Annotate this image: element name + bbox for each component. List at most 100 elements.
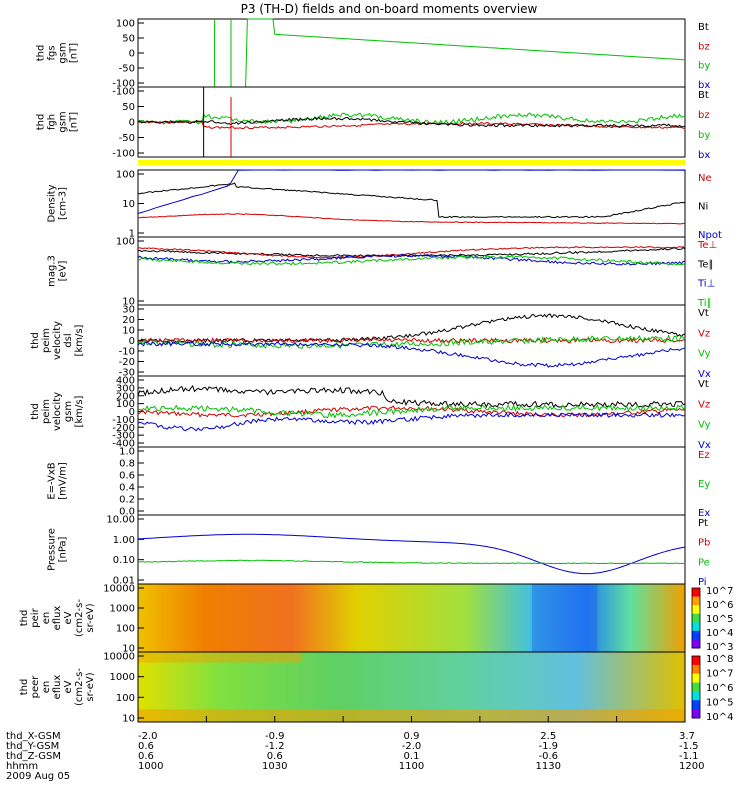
- y-tick-label: 10: [122, 714, 135, 725]
- legend-entry: bz: [698, 110, 710, 121]
- y-tick-label: 10: [122, 297, 135, 308]
- y-tick-label: 1.0: [119, 447, 135, 458]
- trace-vy: [137, 403, 686, 419]
- legend-entry: Bt: [698, 90, 709, 101]
- y-axis-label-line: fgh: [47, 114, 58, 130]
- y-tick-label: 300: [116, 383, 135, 394]
- legend-entry: Ne: [698, 173, 712, 184]
- y-tick-label: 20: [122, 315, 135, 326]
- panel-efield: 1.00.80.60.40.20.0 E=-VxB[mV/m] Ez Ey Ex: [47, 446, 710, 519]
- footer-row-label: thd_Z-GSM: [6, 751, 61, 762]
- legend-entry: bz: [698, 41, 710, 52]
- y-tick-label: 100: [116, 693, 135, 704]
- y-axis-label-line: [eV]: [58, 261, 69, 282]
- y-axis-label: mag.3[eV]: [47, 255, 69, 287]
- colorbar-segment: [692, 664, 700, 675]
- y-tick-label: 1.00: [113, 535, 135, 546]
- legend-entry: Ni: [698, 202, 708, 213]
- trace-vt: [137, 313, 686, 344]
- footer-value: 0.1: [404, 751, 420, 762]
- panel-ion_spec: 10^7 10^6 10^5 10^4 10^3 10000 1000 100 10 thdpei…: [19, 583, 733, 655]
- y-axis-label-line: sr-eV): [85, 603, 96, 632]
- y-axis-label-line: en: [41, 681, 52, 694]
- colorbar-segment: [692, 682, 700, 692]
- y-axis-label-line: (cm2-s-: [74, 599, 85, 637]
- y-tick-label: -100: [112, 87, 135, 98]
- colorbar-segment: [692, 673, 700, 684]
- y-tick-label: 100: [116, 399, 135, 410]
- legend-entry: Te∥: [697, 259, 714, 270]
- trace-vz: [137, 405, 686, 418]
- footer-value: -2.0: [138, 731, 158, 742]
- footer-date: 2009 Aug 05: [6, 771, 70, 782]
- y-tick-label: -100: [112, 415, 135, 426]
- colorbar-label: 10^7: [706, 586, 733, 597]
- footer-value: 1000: [138, 761, 163, 772]
- colorbar-segment: [692, 588, 700, 598]
- footer-value: -1.5: [679, 741, 699, 752]
- legend-entry: Ex: [698, 508, 710, 519]
- y-axis-label-line: gsm: [63, 401, 74, 422]
- trace-vt: [137, 385, 686, 409]
- trace-tipar: [137, 255, 686, 266]
- panel-fgh: -100 50 0 -50 -100 thdfghgsm[nT] Bt bz by bx: [36, 86, 710, 161]
- panel-frame: [137, 18, 686, 88]
- trace-pe: [137, 559, 686, 565]
- y-axis-label-line: peim: [41, 328, 52, 353]
- panel-frame: [137, 375, 686, 448]
- y-axis-label-line: en: [41, 612, 52, 625]
- y-tick-label: 1000: [110, 672, 135, 683]
- panel-frame: [137, 514, 686, 585]
- spectrogram-fill: [138, 584, 685, 652]
- y-tick-label: -400: [112, 439, 135, 450]
- y-axis-label-line: [km/s]: [74, 324, 85, 356]
- trace-pi: [137, 533, 686, 575]
- y-axis-label-line: [nPa]: [58, 536, 69, 562]
- y-tick-label: 0.4: [119, 483, 135, 494]
- y-axis-label-line: thd: [36, 45, 47, 62]
- y-tick-label: 100: [116, 19, 135, 30]
- trace-vy: [137, 334, 686, 349]
- y-axis-label-line: thd: [19, 610, 30, 627]
- colorbar-segment: [692, 639, 700, 649]
- colorbar-frame: [691, 587, 701, 649]
- y-axis-label-line: velocity: [52, 392, 63, 431]
- panel-fgs: 100 50 0 -50 -100 thdfgsgsm[nT] Bt bz by bx: [36, 18, 710, 91]
- y-tick-label: 10: [122, 644, 135, 655]
- y-axis-label-line: Density: [47, 184, 58, 222]
- footer-value: -1.9: [538, 741, 558, 752]
- y-axis-label-line: eflux: [52, 606, 63, 631]
- y-axis-label-line: peer: [30, 675, 41, 699]
- y-tick-label: 0.0: [119, 507, 135, 518]
- trace-by: [138, 18, 686, 88]
- legend-entry: Pb: [698, 538, 710, 549]
- legend-entry: Vt: [698, 308, 709, 319]
- footer-row-label: thd_Y-GSM: [6, 741, 59, 752]
- colorbar-label: 10^8: [706, 654, 733, 665]
- y-axis-label: thdpeerenefluxeV(cm2-s-sr-eV): [19, 668, 96, 706]
- legend-entry: Bt: [698, 22, 709, 33]
- footer-value: 0.6: [138, 741, 154, 752]
- y-tick-label: -300: [112, 431, 135, 442]
- footer-value: 2.5: [540, 731, 556, 742]
- y-tick-label: 50: [122, 34, 135, 45]
- colorbar-segment: [692, 630, 700, 640]
- y-tick-label: 1000: [110, 604, 135, 615]
- legend-entry: Vy: [698, 349, 711, 360]
- legend-entry: Ti∥: [697, 298, 712, 309]
- trace-tiperp: [137, 254, 686, 266]
- y-axis-label-line: gsm: [58, 111, 69, 132]
- y-axis-label-line: [mV/m]: [58, 462, 69, 500]
- colorbar-label: 10^4: [706, 628, 733, 639]
- legend-entry: Ey: [698, 479, 710, 490]
- panel-el_spec: 10^8 10^7 10^6 10^5 10^4 10000 1000 100 10 thdpee…: [19, 651, 733, 725]
- footer-value: -0.9: [265, 731, 285, 742]
- y-tick-label: -50: [119, 133, 135, 144]
- y-axis-label-line: thd: [30, 403, 41, 420]
- footer-value: 1030: [262, 761, 287, 772]
- colorbar-segment: [692, 691, 700, 701]
- y-axis-label-line: eV: [63, 611, 74, 624]
- colorbar-segment: [692, 622, 700, 632]
- trace-bt: [137, 116, 686, 128]
